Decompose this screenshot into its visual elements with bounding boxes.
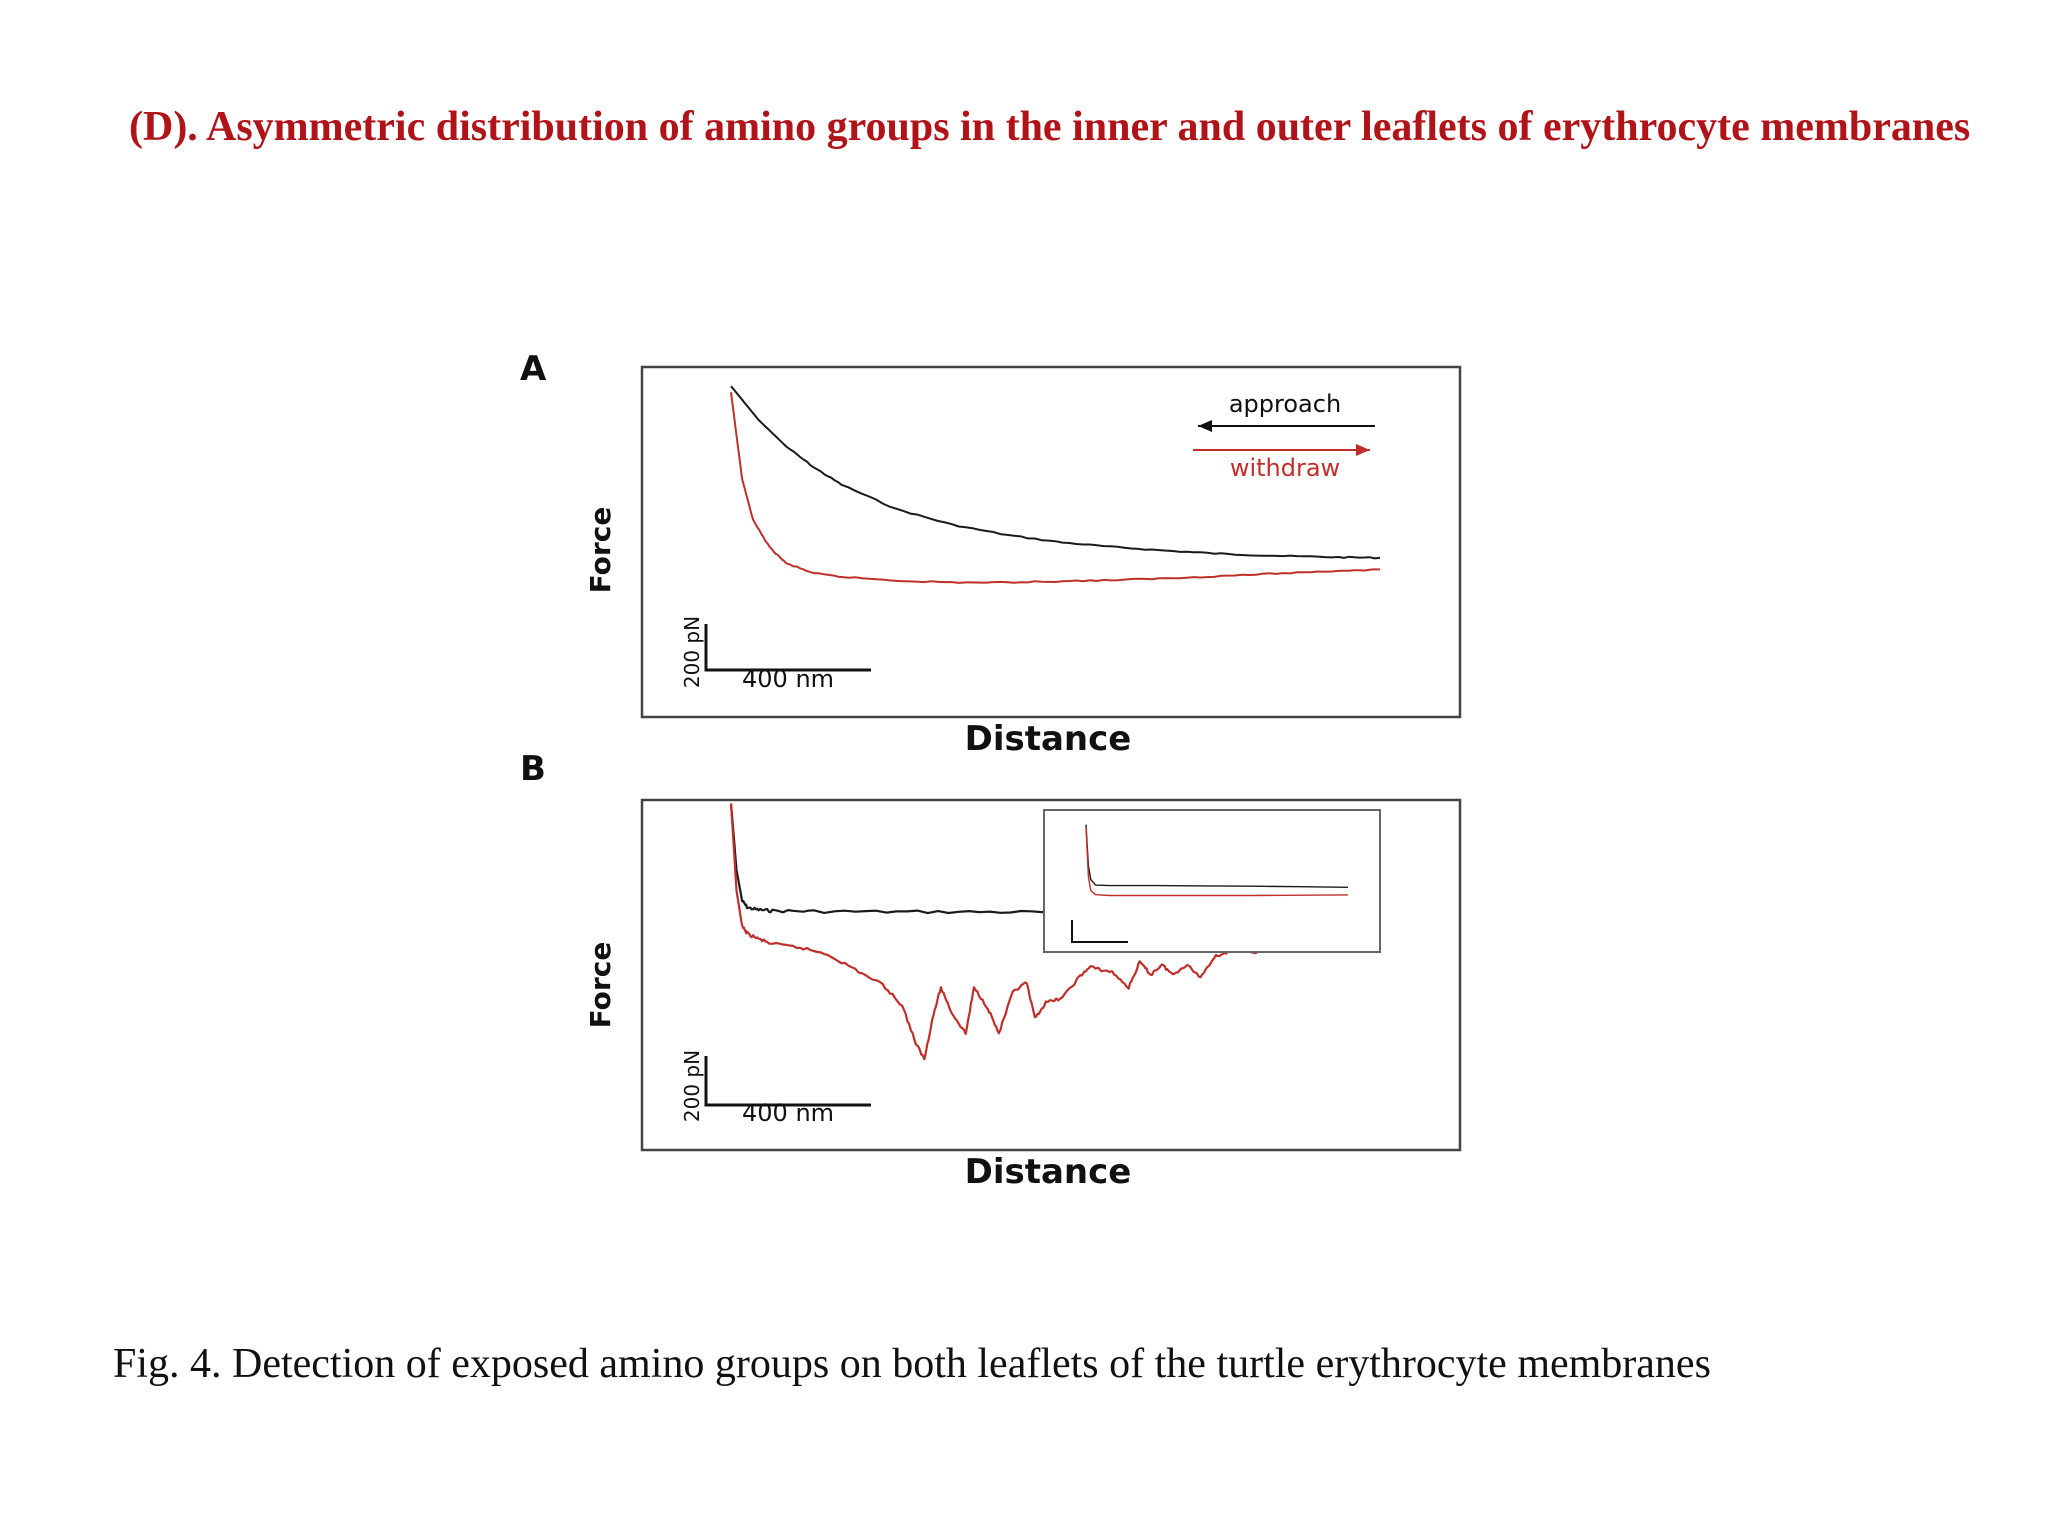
figure: A Force Distance 200 pN 400 nm approach … — [480, 340, 1500, 1220]
figure-caption: Fig. 4. Detection of exposed amino group… — [113, 1341, 1711, 1387]
panel-b-withdraw-line — [729, 803, 1381, 1061]
legend-approach-arrow — [1198, 420, 1212, 432]
panel-b-xlabel: Distance — [965, 1152, 1132, 1192]
slide-title: (D). Asymmetric distribution of amino gr… — [129, 104, 1971, 150]
panel-a-plot — [730, 385, 1381, 584]
panel-a-ylabel: Force — [584, 507, 617, 594]
legend-approach-label: approach — [1229, 390, 1341, 418]
legend-withdraw-label: withdraw — [1230, 454, 1340, 482]
panel-a-withdraw-line — [730, 392, 1381, 584]
panel-b-scale-bar: 200 pN 400 nm — [680, 1050, 871, 1127]
panel-b-scale-x: 400 nm — [742, 1099, 834, 1127]
panel-b-label: B — [520, 749, 546, 789]
panel-b-scale-y: 200 pN — [680, 1050, 704, 1122]
panel-a-scale-x: 400 nm — [742, 665, 834, 693]
panel-b-inset-scale-bar — [1071, 920, 1128, 943]
legend-withdraw-arrow — [1356, 444, 1370, 456]
panel-b-inset-plot — [1085, 824, 1349, 897]
panel-a-scale-bar: 200 pN 400 nm — [680, 616, 871, 693]
panel-a-xlabel: Distance — [965, 719, 1132, 759]
panel-a-approach-line — [730, 385, 1381, 560]
figure-svg: A Force Distance 200 pN 400 nm approach … — [520, 349, 1462, 1192]
panel-a-label: A — [520, 349, 547, 389]
panel-a-legend: approach withdraw — [1193, 390, 1375, 482]
panel-b-inset-approach-line — [1085, 824, 1349, 888]
panel-b-inset-frame — [1043, 809, 1381, 953]
panel-b-ylabel: Force — [584, 942, 617, 1029]
panel-b-inset-withdraw-line — [1085, 827, 1349, 897]
panel-a-scale-y: 200 pN — [680, 616, 704, 688]
